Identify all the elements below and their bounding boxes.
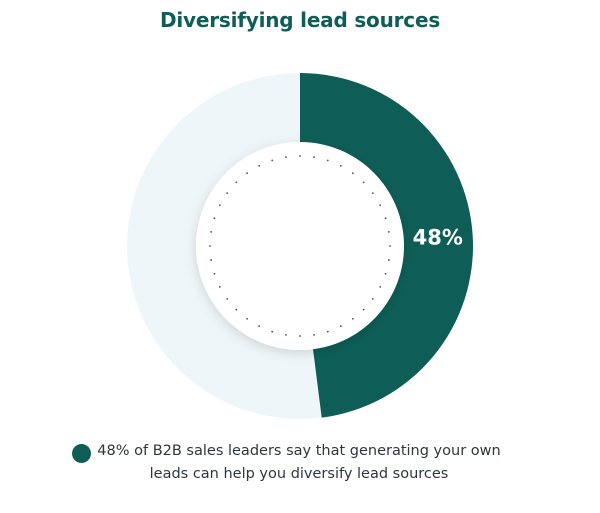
ring-dot — [313, 156, 315, 159]
ring-dot — [313, 333, 315, 336]
ring-dot — [285, 156, 287, 159]
ring-dot — [352, 172, 354, 175]
ring-dot — [258, 164, 261, 167]
ring-dot — [271, 159, 274, 162]
ring-dot — [339, 164, 342, 167]
ring-dot — [285, 333, 287, 336]
center-dotted-ring — [209, 155, 391, 337]
donut-center-disc — [196, 142, 404, 350]
legend-entry: 48% of B2B sales leaders say that genera… — [97, 443, 501, 482]
ring-dot — [299, 155, 301, 157]
ring-dot — [387, 259, 390, 261]
ring-dot — [387, 231, 390, 233]
ring-dot — [379, 285, 382, 288]
chart-title: Diversifying lead sources — [159, 8, 441, 32]
ring-dot — [235, 181, 238, 184]
ring-dot — [246, 317, 248, 320]
ring-dot — [389, 245, 391, 247]
ring-dot — [226, 298, 229, 300]
ring-dot — [210, 231, 213, 233]
ring-dot — [379, 204, 382, 207]
ring-dot — [352, 317, 354, 320]
ring-dot — [218, 204, 221, 207]
ring-dot — [362, 308, 365, 311]
ring-dot — [339, 325, 342, 328]
ring-dot — [209, 245, 211, 247]
ring-dot — [271, 330, 274, 333]
ring-dot — [371, 298, 374, 300]
ring-dot — [226, 192, 229, 194]
ring-dot — [326, 159, 329, 162]
ring-dot — [299, 335, 301, 337]
ring-dot — [384, 272, 387, 275]
data-label-48: 48% — [413, 225, 463, 249]
ring-dot — [218, 285, 221, 288]
ring-dot — [235, 308, 238, 311]
ring-dot — [326, 330, 329, 333]
ring-dot — [384, 217, 387, 220]
ring-dot — [213, 217, 216, 220]
legend-swatch — [72, 444, 91, 463]
ring-dot — [371, 192, 374, 194]
ring-dot — [213, 272, 216, 275]
ring-dot — [246, 172, 248, 175]
ring-dot — [362, 181, 365, 184]
ring-dot — [210, 259, 213, 261]
ring-dot — [258, 325, 261, 328]
